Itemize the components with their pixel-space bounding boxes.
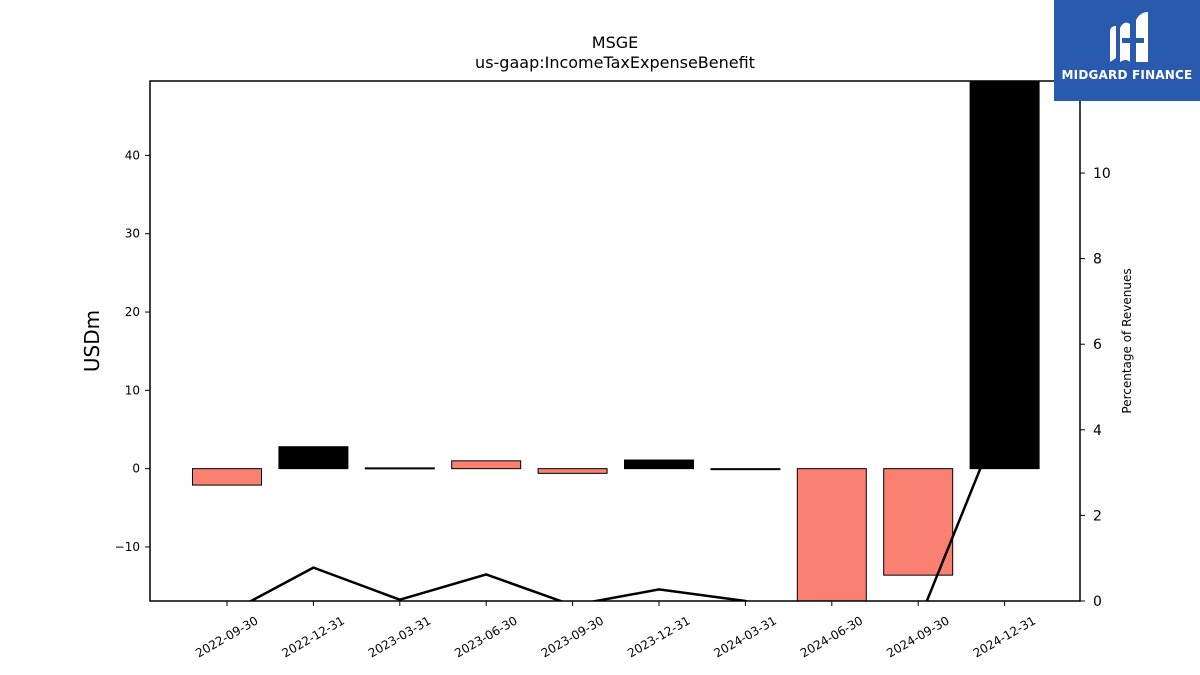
brand-logo: MIDGARD FINANCE xyxy=(1054,0,1200,101)
plot-frame xyxy=(149,80,1081,602)
percentage-line xyxy=(248,407,1006,601)
y2-tick-label: 10 xyxy=(1093,166,1111,182)
bar-2023-12-31 xyxy=(624,459,694,470)
plot-area: −10 0 10 20 30 40 0 2 4 6 8 10 2022-09-30 2022-12-31 2… xyxy=(115,80,1111,660)
bar-2024-12-31 xyxy=(969,81,1040,470)
bar-2024-06-30 xyxy=(796,468,867,601)
bar-2024-09-30 xyxy=(883,468,954,576)
x-tick-label: 2023-03-31 xyxy=(366,613,433,660)
y2-tick-label: 6 xyxy=(1093,337,1102,353)
y-tick-label: 20 xyxy=(125,305,140,319)
y2-tick-label: 0 xyxy=(1093,594,1102,610)
y-tick-label: 40 xyxy=(125,148,140,162)
y-tick-label: 30 xyxy=(125,227,140,241)
x-tick-label: 2023-09-30 xyxy=(539,613,606,660)
x-tick-label: 2022-09-30 xyxy=(193,613,260,660)
bar-2024-03-31 xyxy=(710,468,781,471)
bar-2022-12-31 xyxy=(278,446,349,470)
x-tick-label: 2023-06-30 xyxy=(452,613,519,660)
y-axis-label: USDm xyxy=(80,310,104,372)
y2-tick-label: 4 xyxy=(1093,423,1102,439)
x-tick-label: 2024-06-30 xyxy=(798,613,865,660)
chart-title: MSGE xyxy=(592,33,638,52)
y2-tick-label: 2 xyxy=(1093,508,1102,524)
chart-subtitle: us-gaap:IncomeTaxExpenseBenefit xyxy=(475,53,755,72)
x-tick-label: 2022-12-31 xyxy=(279,613,346,660)
y-tick-label: −10 xyxy=(115,540,140,554)
x-tick-label: 2024-03-31 xyxy=(711,613,778,660)
y2-tick-label: 8 xyxy=(1093,252,1102,268)
bar-2023-03-31 xyxy=(364,467,435,470)
bar-2023-09-30 xyxy=(537,468,608,474)
x-tick-label: 2023-12-31 xyxy=(625,613,692,660)
logo-text: MIDGARD FINANCE xyxy=(1061,68,1193,82)
bar-2023-06-30 xyxy=(451,460,522,470)
y2-axis-label: Percentage of Revenues xyxy=(1120,268,1134,413)
x-tick-label: 2024-12-31 xyxy=(971,613,1038,660)
logo-mark-icon xyxy=(1110,12,1148,63)
bar-2022-09-30 xyxy=(192,468,262,486)
x-tick-label: 2024-09-30 xyxy=(884,613,951,660)
y-tick-label: 0 xyxy=(132,462,140,476)
y-tick-label: 10 xyxy=(125,383,140,397)
